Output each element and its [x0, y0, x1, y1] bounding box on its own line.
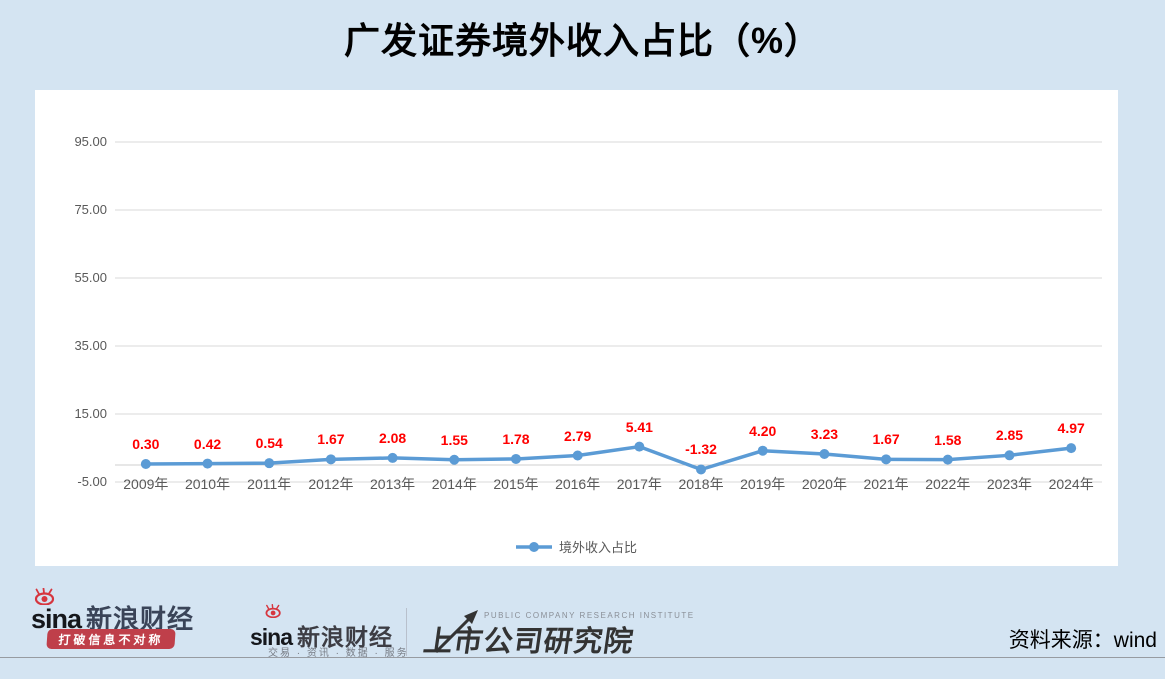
legend: 境外收入占比 [35, 537, 1118, 556]
x-axis-category-label: 2023年 [986, 476, 1033, 492]
sina-eye-icon [264, 603, 283, 623]
line-chart [115, 141, 1102, 483]
data-point-label: 0.30 [132, 435, 160, 452]
x-axis-category-label: 2016年 [555, 476, 601, 492]
chart-panel: 95.00 75.00 55.00 35.00 15.00 -5.00 2009年 2010… [35, 90, 1118, 566]
data-point-marker [140, 458, 151, 469]
data-point-marker [202, 458, 213, 469]
data-point-label: 0.42 [193, 435, 222, 452]
data-point-marker [449, 454, 460, 465]
x-axis-category-label: 2011年 [247, 476, 292, 492]
y-axis-tick-label: 95.00 [74, 134, 107, 149]
data-point-label: 0.54 [255, 435, 283, 452]
x-axis-category-label: 2013年 [370, 476, 416, 492]
sina-slogan-banner: 打破信息不对称 [46, 629, 176, 649]
x-axis-category-label: 2015年 [493, 476, 539, 492]
x-axis-category-label: 2019年 [740, 476, 786, 492]
x-axis-category-label: 2018年 [678, 476, 724, 492]
y-axis-tick-label: -5.00 [77, 474, 107, 489]
x-axis-category-label: 2014年 [431, 476, 477, 492]
chart-title: 广发证券境外收入占比（%） [343, 20, 821, 61]
x-axis-category-label: 2017年 [616, 476, 662, 492]
sina-wordmark: sina [250, 624, 293, 650]
x-axis-category-label: 2009年 [123, 476, 169, 492]
data-point-marker [1004, 450, 1015, 461]
x-axis-category-label: 2024年 [1048, 476, 1094, 492]
y-axis-tick-label: 55.00 [74, 270, 107, 285]
data-point-label: 1.67 [872, 431, 900, 448]
data-source-label: 资料来源：wind [1008, 629, 1157, 652]
y-axis-tick-label: 75.00 [74, 202, 107, 217]
y-axis-tick-label: 35.00 [74, 338, 107, 353]
sina-eye-icon [33, 587, 57, 610]
data-point-label: 1.55 [440, 431, 468, 448]
data-point-marker [757, 445, 768, 456]
x-axis-category-label: 2021年 [863, 476, 909, 492]
data-point-marker [572, 450, 583, 461]
data-point-marker [942, 454, 953, 465]
sina-finance-name: 新浪财经 [297, 624, 394, 650]
data-point-marker [387, 452, 398, 463]
sina-finance-logo-small: sina 新浪财经 交易 · 资讯 · 数据 · 服务 [250, 600, 640, 659]
data-point-label: 1.58 [934, 431, 962, 448]
data-point-label: 5.41 [625, 418, 653, 435]
data-point-label: 1.78 [502, 430, 530, 447]
data-point-label: 2.85 [995, 427, 1024, 444]
data-point-marker [264, 458, 275, 469]
legend-line-marker-icon [515, 541, 552, 553]
up-trend-arrow-icon [428, 604, 484, 661]
data-point-marker [1066, 443, 1077, 454]
logo-divider [406, 608, 407, 656]
sina-finance-logo: sina 新浪财经 打破信息不对称 [31, 587, 193, 652]
y-axis-tick-label: 15.00 [74, 406, 107, 421]
data-point-marker [881, 454, 892, 465]
data-point-label: 4.97 [1057, 420, 1085, 437]
data-point-label: 2.79 [564, 427, 592, 444]
x-axis-category-label: 2022年 [925, 476, 971, 492]
data-point-label: 2.08 [378, 429, 407, 446]
data-point-marker [696, 464, 707, 475]
sina-tagline: 交易 · 资讯 · 数据 · 服务 [268, 648, 409, 659]
data-point-marker [510, 453, 521, 464]
data-point-label: 3.23 [810, 426, 839, 443]
footer-divider-line [0, 657, 1165, 658]
data-point-marker [819, 449, 830, 460]
data-point-label: 1.67 [317, 431, 345, 448]
legend-label: 境外收入占比 [558, 540, 637, 555]
data-point-marker [634, 441, 645, 452]
x-axis-category-label: 2010年 [184, 476, 231, 492]
series-line [144, 444, 1073, 472]
research-institute-logo: PUBLIC COMPANY RESEARCH INSTITUTE 上市公司研究… [420, 602, 693, 661]
data-point-marker [325, 454, 336, 465]
data-point-label: -1.32 [685, 441, 717, 458]
institute-english-name: PUBLIC COMPANY RESEARCH INSTITUTE [484, 611, 695, 620]
x-axis-category-label: 2020年 [801, 476, 847, 492]
x-axis-category-label: 2012年 [308, 476, 354, 492]
data-point-label: 4.20 [749, 422, 777, 439]
